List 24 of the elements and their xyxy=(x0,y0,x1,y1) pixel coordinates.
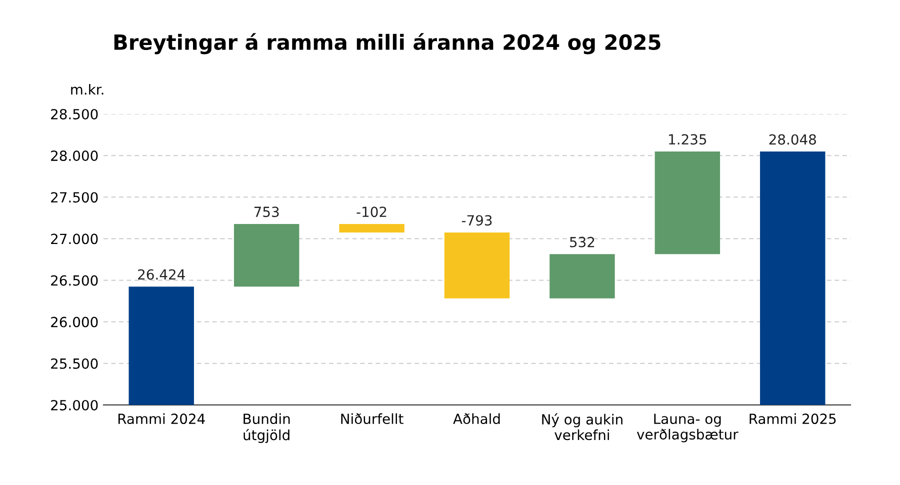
y-tick-label: 25.500 xyxy=(51,358,98,369)
y-tick-label: 27.500 xyxy=(51,192,98,203)
x-tick-label: Aðhald xyxy=(453,413,500,424)
chart-title: Breytingar á ramma milli áranna 2024 og 2025 xyxy=(114,33,660,54)
data-label: 28.048 xyxy=(769,134,816,145)
y-tick-label: 26.000 xyxy=(51,316,98,328)
data-label: 532 xyxy=(570,236,594,248)
data-label: 1.235 xyxy=(669,134,706,145)
y-tick-label: 26.500 xyxy=(51,275,98,286)
y-tick-label: 27.000 xyxy=(51,234,98,244)
data-label: -793 xyxy=(462,215,492,226)
y-tick-label: 28.500 xyxy=(51,108,98,120)
x-tick-label: Niðurfellt xyxy=(341,413,404,424)
data-label: 26.424 xyxy=(138,269,185,280)
data-label: 753 xyxy=(254,206,279,218)
x-tick-label: Launa- og verðlagsbætur xyxy=(636,414,738,442)
y-tick-label: 28.000 xyxy=(51,150,98,162)
x-tick-label: Bundin útgjöld xyxy=(244,413,290,443)
x-tick-label: Rammi 2025 xyxy=(750,413,836,424)
x-tick-label: Rammi 2024 xyxy=(118,413,205,424)
y-axis-title: m.kr. xyxy=(71,84,104,95)
y-tick-label: 25.000 xyxy=(51,400,98,410)
data-label: -102 xyxy=(356,206,386,218)
x-tick-label: Ný og aukin verkefni xyxy=(542,413,622,440)
